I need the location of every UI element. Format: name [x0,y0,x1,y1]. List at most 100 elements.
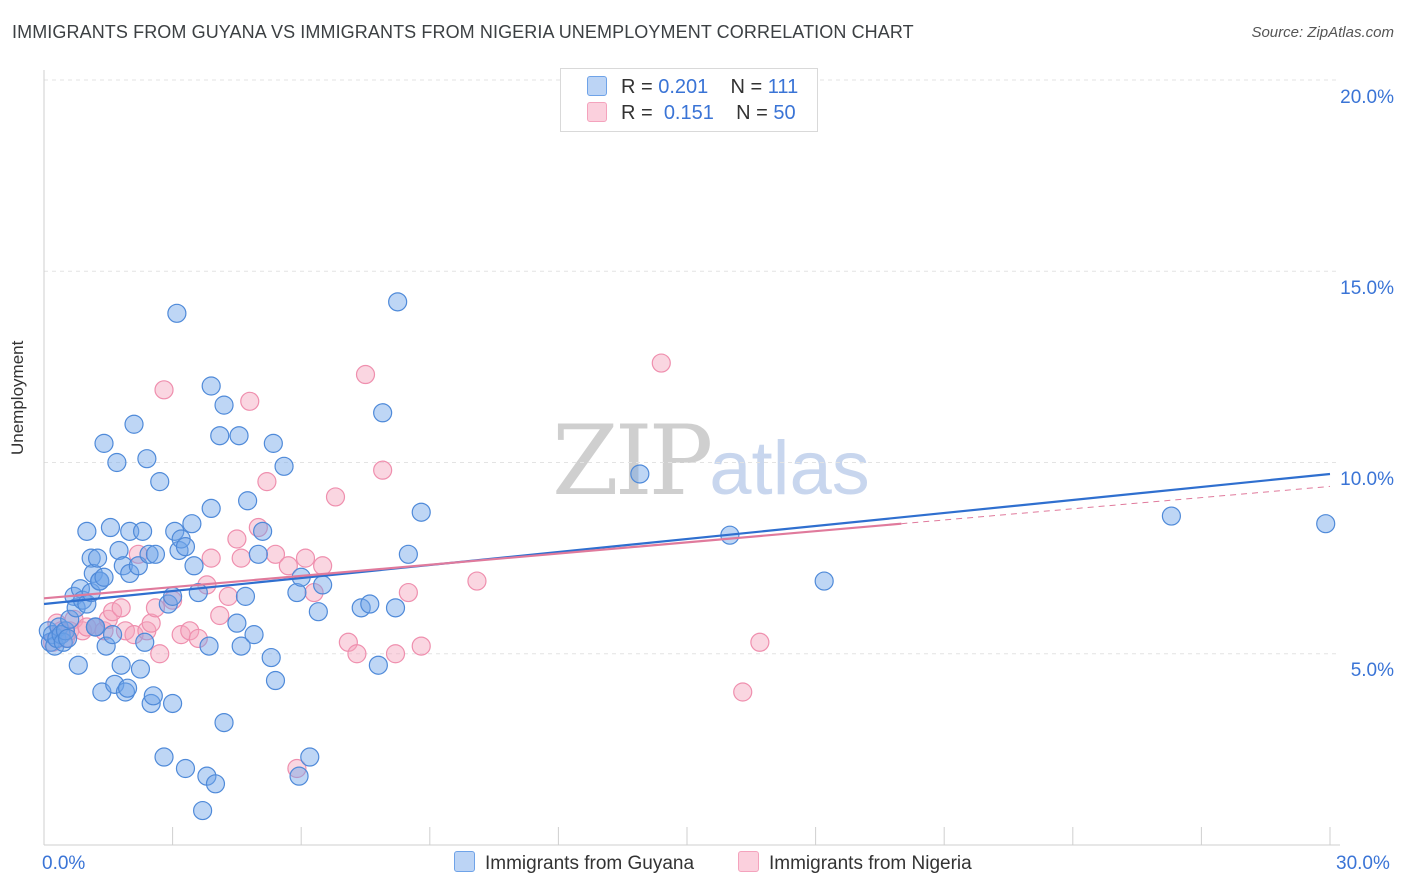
guyana-point [135,632,155,652]
guyana-point [109,540,129,561]
guyana-point [68,655,88,675]
bottom-legend-item-guyana: Immigrants from Guyana [454,851,694,875]
guyana-point [143,686,163,706]
legend-r-label: R = [621,76,653,98]
x-tick-label-min: 0.0% [42,853,86,874]
guyana-point [66,598,86,618]
legend-n-value-guyana: 111 [767,76,799,98]
nigeria-point [355,364,376,385]
guyana-point [199,636,219,656]
watermark-atlas: atlas [709,426,870,511]
watermark: ZIPatlas [552,405,870,517]
nigeria-point [154,380,174,400]
guyana-point [132,521,153,541]
guyana-point [141,693,161,714]
guyana-point [814,571,834,591]
guyana-point [57,628,78,649]
guyana-point [117,678,138,698]
guyana-point [287,582,307,603]
nigeria-point [227,529,247,549]
guyana-point [261,647,281,668]
nigeria-point [651,353,671,373]
bottom-legend-swatch-guyana [454,851,475,872]
nigeria-point [295,548,316,568]
guyana-point [81,548,101,568]
nigeria-point [398,582,418,603]
guyana-point [182,514,202,534]
guyana-point [1161,506,1181,526]
guyana-point [388,292,408,312]
nigeria-point [218,586,238,606]
guyana-point [139,544,159,564]
guyana-point [231,636,251,656]
guyana-point [100,517,121,538]
guyana-point [411,502,431,522]
nigeria-point [313,556,333,576]
guyana-point [274,456,294,476]
guyana-point [94,433,114,453]
nigeria-point [231,548,251,568]
guyana-point [165,521,185,541]
guyana-point [214,395,234,415]
guyana-point [105,674,125,694]
nigeria-point [201,548,221,568]
guyana-point [113,556,133,576]
guyana-point [630,464,650,484]
legend-n-value-nigeria: 50 [773,102,796,124]
legend-n-label: N = [730,76,763,98]
nigeria-point [287,758,307,779]
guyana-point [150,472,170,492]
guyana-point [145,544,166,564]
guyana-point [163,693,183,714]
nigeria-point [750,632,770,652]
guyana-point [229,426,249,446]
nigeria-point [124,625,144,645]
nigeria-point [347,644,367,664]
nigeria-point [111,598,131,618]
bottom-legend-swatch-nigeria [738,851,759,872]
watermark-zip: ZIP [552,405,713,517]
guyana-point [107,452,127,473]
guyana-point [175,758,196,779]
nigeria-point [128,544,148,564]
guyana-point [214,712,234,733]
guyana-point [368,655,388,675]
guyana-point [300,747,320,767]
nigeria-point [240,391,260,411]
guyana-point [154,747,174,767]
guyana-point [167,303,187,323]
series-guyana-points [38,292,1336,821]
guyana-point [238,491,258,511]
legend: R = 0.201 N = 111 R = 0.151 N = 50 [560,68,818,132]
guyana-point [137,449,157,469]
guyana-point [1316,514,1336,534]
guyana-point [102,625,123,645]
y-tick-label-5: 5.0% [1350,660,1394,681]
nigeria-point [733,682,753,702]
legend-swatch-guyana [587,76,607,96]
bottom-legend-label-guyana: Immigrants from Guyana [485,853,695,874]
nigeria-point [385,644,406,664]
nigeria-point [325,487,346,507]
guyana-point [175,537,196,557]
guyana-point [201,498,221,518]
bottom-legend: Immigrants from Guyana Immigrants from N… [0,851,1406,879]
trend-line-nigeria [43,522,902,600]
nigeria-point [411,636,431,656]
guyana-point [87,548,108,568]
guyana-point [210,426,230,446]
legend-swatch-nigeria [587,102,607,122]
trend-lines [43,472,1331,606]
guyana-point [184,556,204,576]
nigeria-point [141,613,161,633]
nigeria-point [373,460,393,480]
guyana-point [248,544,268,564]
x-tick-label-max: 30.0% [1336,853,1390,874]
nigeria-point [145,598,166,618]
guyana-point [235,586,256,606]
bottom-legend-label-nigeria: Immigrants from Nigeria [769,853,972,874]
guyana-point [94,567,114,587]
axes [43,70,1340,846]
guyana-point [83,563,103,584]
guyana-point [124,414,144,434]
